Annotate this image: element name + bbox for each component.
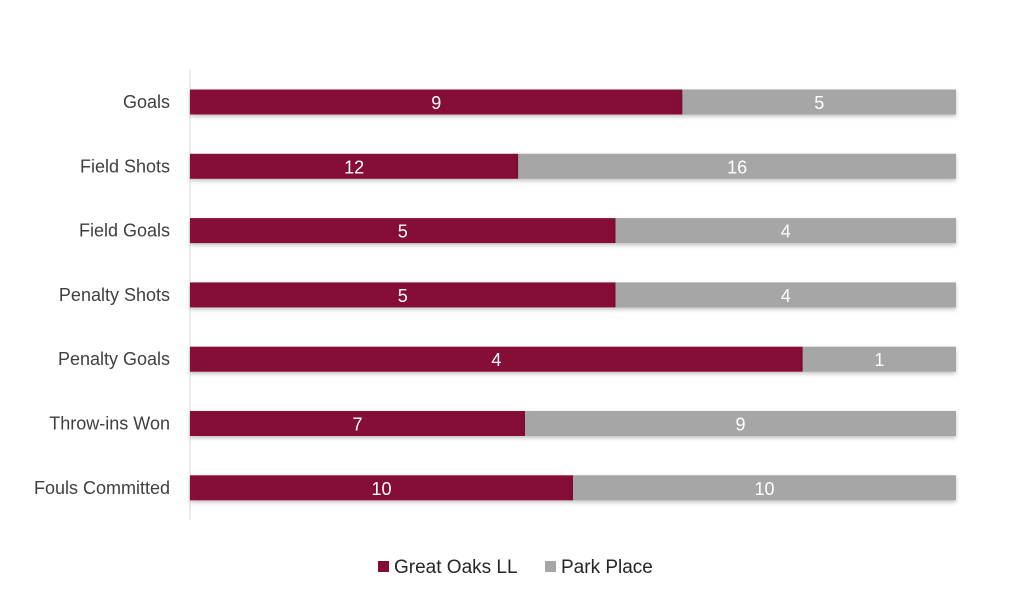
- bar-series-1: [190, 153, 519, 179]
- data-label: 4: [491, 350, 501, 370]
- data-label: 4: [781, 286, 791, 306]
- bar-series-2: [525, 411, 956, 436]
- data-label: 9: [736, 415, 746, 435]
- bar-series-2: [682, 89, 956, 115]
- bar-series-1: [190, 218, 616, 244]
- category-label: Goals: [123, 92, 170, 112]
- data-label: 1: [874, 350, 884, 370]
- data-label: 10: [371, 479, 391, 499]
- data-label: 7: [353, 415, 363, 435]
- data-label: 10: [754, 479, 774, 499]
- bar-series-2: [615, 282, 956, 308]
- bar-series-1: [190, 89, 683, 115]
- bar-series-2: [518, 153, 956, 179]
- category-label: Field Goals: [79, 221, 170, 241]
- data-label: 5: [398, 222, 408, 242]
- data-label: 12: [344, 157, 364, 177]
- category-label: Penalty Shots: [59, 285, 170, 305]
- data-label: 5: [814, 93, 824, 113]
- bar-series-1: [190, 282, 616, 308]
- category-label: Penalty Goals: [58, 349, 170, 369]
- category-label: Throw-ins Won: [49, 414, 170, 434]
- category-label: Fouls Committed: [34, 478, 170, 498]
- legend-swatch: [545, 561, 556, 572]
- legend-label: Park Place: [561, 557, 653, 578]
- data-label: 5: [398, 286, 408, 306]
- bar-series-2: [615, 218, 956, 244]
- legend-label: Great Oaks LL: [394, 557, 518, 578]
- bar-series-2: [573, 475, 956, 501]
- data-label: 16: [727, 157, 747, 177]
- bar-series-1: [190, 475, 573, 501]
- data-label: 4: [781, 222, 791, 242]
- bar-series-1: [190, 411, 526, 436]
- data-label: 9: [431, 93, 441, 113]
- legend-swatch: [378, 561, 389, 572]
- bar-series-1: [190, 346, 803, 372]
- category-label: Field Shots: [80, 156, 170, 176]
- bar-series-2: [802, 346, 956, 372]
